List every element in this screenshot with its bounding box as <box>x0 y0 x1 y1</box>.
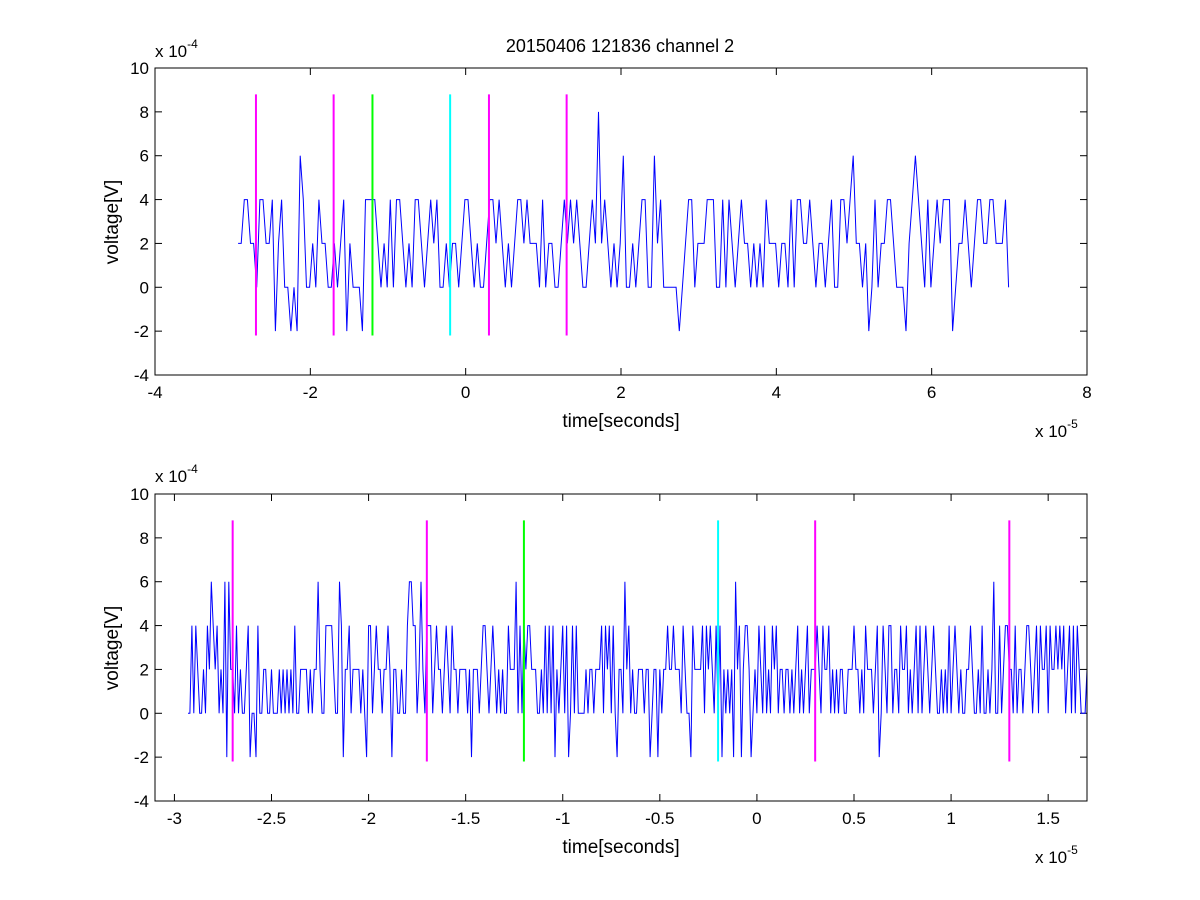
bottom-xtick-label: 1.5 <box>1036 809 1060 828</box>
top-ytick-label: -2 <box>134 322 149 341</box>
bottom-xtick-label: -2 <box>361 809 376 828</box>
top-signal-layer <box>238 111 1010 332</box>
bottom-y-multiplier-base: x 10 <box>155 467 187 486</box>
top-y-multiplier-base: x 10 <box>155 42 187 61</box>
top-y-multiplier: x 10-4 <box>155 37 198 61</box>
top-xtick-label: 0 <box>461 383 470 402</box>
bottom-subplot: -3 -2.5 -2 -1.5 -1 -0.5 0 0.5 1 1.5 -4 -2 0 2 4 6 8 10 ti… <box>102 462 1088 867</box>
top-ytick-label: 10 <box>130 59 149 78</box>
bottom-xtick-label: -1.5 <box>451 809 480 828</box>
bottom-axes-layer: -3 -2.5 -2 -1.5 -1 -0.5 0 0.5 1 1.5 -4 -2 0 2 4 6 8 10 <box>130 485 1087 828</box>
top-subplot: 20150406 121836 channel 2 -4 -2 0 2 4 6 8 -4 -2 0… <box>102 36 1092 441</box>
bottom-xtick-label: -0.5 <box>645 809 674 828</box>
bottom-ytick-label: 10 <box>130 485 149 504</box>
top-ytick-label: 0 <box>140 278 149 297</box>
top-xlabel: time[seconds] <box>562 411 679 432</box>
top-ytick-label: 2 <box>140 234 149 253</box>
bottom-ytick-label: 4 <box>140 617 149 636</box>
bottom-ylabel: voltage[V] <box>102 606 123 691</box>
top-markers-layer <box>254 94 568 336</box>
bottom-ytick-label: 2 <box>140 660 149 679</box>
top-x-multiplier-exp: -5 <box>1067 417 1078 431</box>
top-ytick-label: 8 <box>140 103 149 122</box>
top-x-multiplier-base: x 10 <box>1035 422 1067 441</box>
bottom-axes-box <box>154 493 1088 802</box>
bottom-x-multiplier-exp: -5 <box>1067 843 1078 857</box>
bottom-signal-layer <box>188 581 1088 758</box>
bottom-y-multiplier-exp: -4 <box>187 462 198 476</box>
bottom-ytick-label: 0 <box>140 704 149 723</box>
bottom-ytick-label: -2 <box>134 748 149 767</box>
top-axes-layer: -4 -2 0 2 4 6 8 -4 -2 0 2 4 6 8 10 <box>130 59 1092 402</box>
bottom-x-multiplier: x 10-5 <box>1035 843 1078 867</box>
bottom-signal-trace <box>188 581 1088 758</box>
top-x-multiplier: x 10-5 <box>1035 417 1078 441</box>
top-ytick-label: 6 <box>140 147 149 166</box>
top-xtick-label: -2 <box>303 383 318 402</box>
bottom-xtick-label: -2.5 <box>257 809 286 828</box>
top-xtick-label: 2 <box>616 383 625 402</box>
chart-title: 20150406 121836 channel 2 <box>506 36 734 56</box>
top-xtick-label: 8 <box>1082 383 1091 402</box>
top-ytick-label: 4 <box>140 191 149 210</box>
top-axes-box <box>154 67 1088 376</box>
top-ytick-label: -4 <box>134 366 149 385</box>
top-xtick-label: 6 <box>927 383 936 402</box>
bottom-xlabel: time[seconds] <box>562 837 679 858</box>
bottom-xtick-label: 1 <box>946 809 955 828</box>
bottom-ytick-label: 6 <box>140 573 149 592</box>
bottom-x-multiplier-base: x 10 <box>1035 848 1067 867</box>
top-xtick-label: 4 <box>772 383 781 402</box>
bottom-ytick-label: 8 <box>140 529 149 548</box>
top-y-multiplier-exp: -4 <box>187 37 198 51</box>
bottom-y-multiplier: x 10-4 <box>155 462 198 486</box>
bottom-ytick-label: -4 <box>134 792 149 811</box>
bottom-xtick-label: -3 <box>167 809 182 828</box>
top-ylabel: voltage[V] <box>102 180 123 265</box>
top-xtick-label: -4 <box>147 383 162 402</box>
bottom-xtick-label: 0 <box>752 809 761 828</box>
bottom-markers-layer <box>231 520 1011 762</box>
bottom-xtick-label: 0.5 <box>842 809 866 828</box>
top-signal-trace <box>238 111 1010 332</box>
bottom-xtick-label: -1 <box>555 809 570 828</box>
